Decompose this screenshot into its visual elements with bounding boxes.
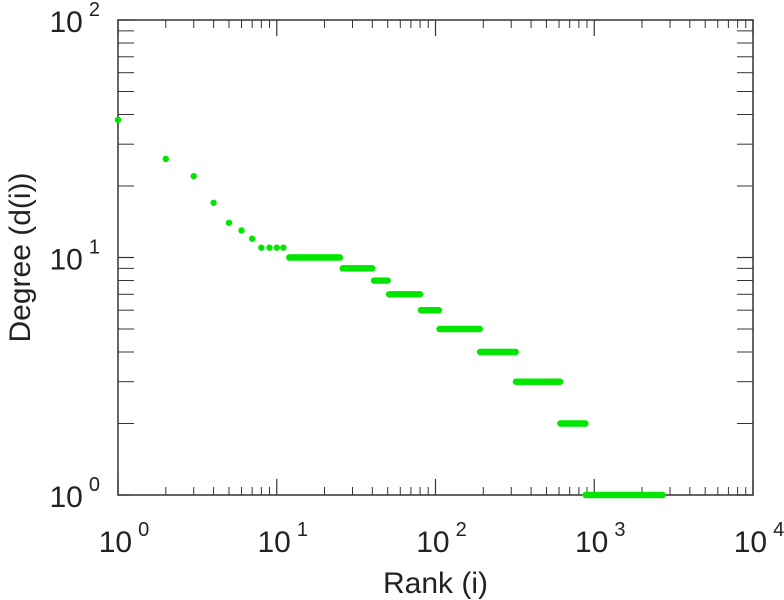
major-tick-group: [117, 19, 754, 496]
data-point-plateau: [416, 291, 424, 298]
y-tick-label: 10 2: [50, 0, 101, 39]
x-tick-label-exponent: 0: [138, 519, 149, 541]
x-tick-label-exponent: 4: [773, 519, 784, 541]
data-point: [273, 244, 280, 251]
y-tick-label-group: 10 0 10 1 10 2: [50, 0, 101, 514]
x-tick-label-base: 10: [416, 526, 449, 559]
plot-frame: [117, 19, 754, 496]
x-tick-label: 10 1: [258, 519, 309, 559]
y-tick-label: 10 1: [50, 237, 101, 277]
data-point-plateau: [435, 306, 443, 314]
data-point: [280, 244, 287, 251]
x-tick-label-base: 10: [258, 526, 291, 559]
x-tick-label: 10 2: [416, 519, 467, 559]
x-tick-label: 10 4: [734, 519, 784, 559]
y-tick-label-base: 10: [50, 6, 83, 39]
x-tick-label: 10 0: [99, 519, 150, 559]
x-tick-label-group: 10 0 10 1 10 2 10 3 10 4: [99, 519, 784, 559]
data-point: [114, 116, 122, 124]
y-tick-label-base: 10: [50, 481, 83, 514]
y-tick-label-exponent: 0: [89, 474, 100, 496]
y-tick-label-exponent: 1: [89, 237, 100, 259]
x-tick-label-base: 10: [734, 526, 767, 559]
x-tick-label-exponent: 1: [297, 519, 308, 541]
x-axis-title: Rank (i): [383, 567, 488, 600]
data-point: [210, 199, 217, 206]
data-point-plateau: [384, 277, 391, 284]
x-tick-label-base: 10: [575, 526, 608, 559]
data-point-group: [114, 116, 666, 499]
x-tick-label-exponent: 3: [614, 519, 625, 541]
y-tick-label-exponent: 2: [89, 0, 100, 21]
data-point: [248, 235, 256, 242]
data-point: [258, 244, 265, 251]
x-tick-label-exponent: 2: [456, 519, 467, 541]
minor-tick-group: [118, 20, 753, 495]
data-point-plateau: [512, 348, 519, 356]
x-tick-label: 10 3: [575, 519, 626, 559]
data-point-plateau: [582, 420, 589, 427]
y-axis-title: Degree (d(i)): [4, 172, 37, 342]
data-point: [190, 172, 197, 180]
data-point: [225, 219, 233, 226]
data-point-plateau: [336, 254, 344, 261]
data-point-plateau: [556, 378, 564, 385]
y-tick-label-base: 10: [50, 244, 83, 277]
data-point: [238, 227, 245, 234]
data-point-plateau: [476, 325, 483, 333]
y-tick-label: 10 0: [50, 474, 101, 514]
data-point: [266, 244, 273, 251]
x-tick-label-base: 10: [99, 526, 132, 559]
data-point-plateau: [369, 265, 376, 272]
data-point-plateau: [659, 491, 666, 499]
data-point: [162, 155, 169, 163]
